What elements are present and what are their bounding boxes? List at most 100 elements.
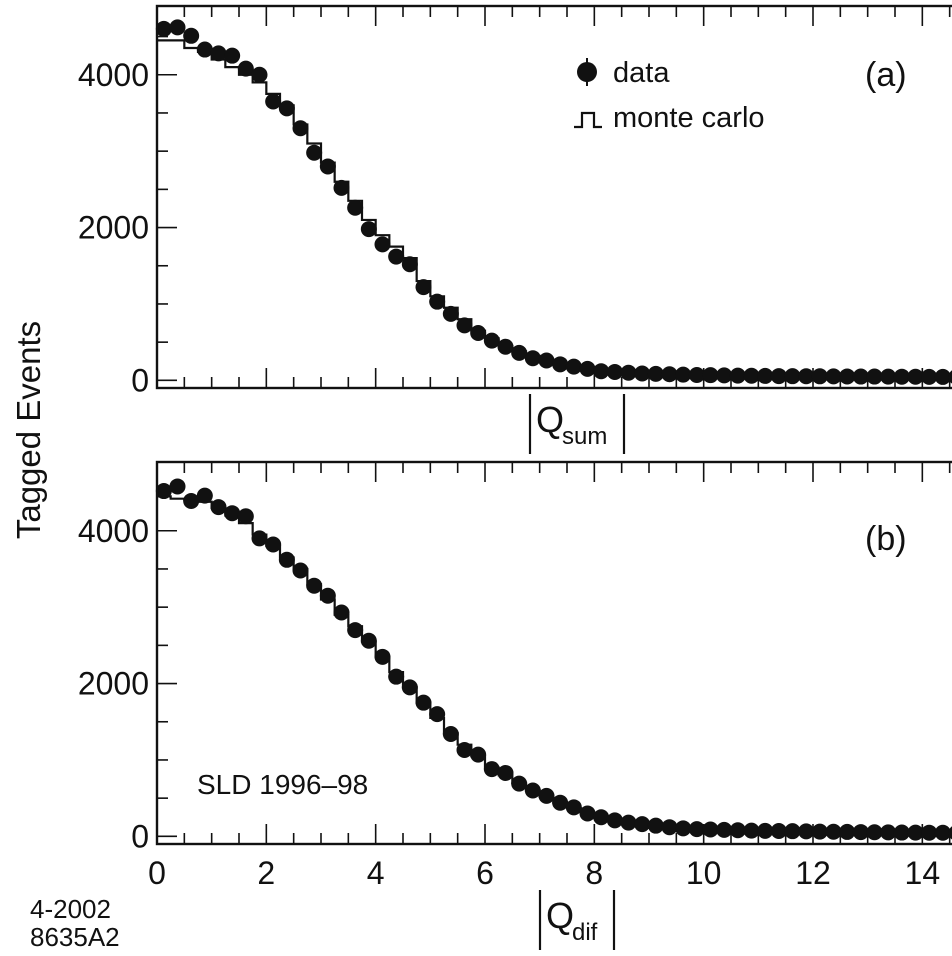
a-data-point (784, 368, 801, 385)
b-data-point (565, 799, 582, 816)
b-data-point (552, 794, 569, 811)
a-data-point (552, 356, 569, 373)
b-data-point (579, 805, 596, 822)
a-ytick-label: 4000 (78, 57, 149, 93)
panel-a-xlabel-sub: sum (562, 423, 607, 450)
b-data-point (716, 821, 733, 838)
b-data-point (360, 632, 377, 649)
b-data-point (702, 821, 719, 838)
b-data-point (729, 822, 746, 839)
b-data-point (934, 824, 951, 841)
panel-a-x-axis-title: Q sum (528, 394, 626, 454)
b-data-point (866, 824, 883, 841)
b-xtick-label: 2 (257, 855, 275, 891)
panel-b-x-axis-title: Q dif (538, 890, 616, 950)
b-data-point (306, 577, 323, 594)
y-axis-title: Tagged Events (10, 321, 47, 539)
panel-b-xlabel-main: Q (546, 895, 574, 936)
sld-annotation: SLD 1996–98 (197, 769, 368, 800)
a-data-point (688, 367, 705, 384)
a-data-point (811, 368, 828, 385)
legend: data monte carlo (574, 57, 765, 134)
b-data-point (456, 742, 473, 759)
panel-a-monte-carlo-histogram (157, 39, 952, 379)
a-data-point (934, 368, 951, 385)
b-data-point (497, 764, 514, 781)
b-data-point (634, 816, 651, 833)
b-data-point (388, 668, 405, 685)
a-data-point (907, 368, 924, 385)
a-data-point (770, 368, 787, 385)
a-data-point (675, 366, 692, 383)
a-data-point (511, 344, 528, 361)
a-data-point (565, 358, 582, 375)
panel-a: 0 2000 4000 (a) data monte carlo Q sum (78, 4, 952, 454)
a-data-point (442, 305, 459, 322)
b-data-point (798, 823, 815, 840)
figure-code-date: 4-2002 (30, 894, 111, 924)
b-data-point (237, 508, 254, 525)
a-data-point (333, 179, 350, 196)
a-data-point (593, 363, 610, 380)
b-data-point (675, 820, 692, 837)
a-data-point (825, 368, 842, 385)
b-data-point (880, 824, 897, 841)
a-data-point (579, 360, 596, 377)
a-data-point (456, 317, 473, 334)
a-data-point (155, 20, 172, 37)
b-data-point (538, 787, 555, 804)
a-data-point (265, 93, 282, 110)
b-data-point (155, 483, 172, 500)
b-xtick-label: 0 (148, 855, 166, 891)
panel-b-xlabel-sub: dif (572, 919, 598, 946)
panel-a-label: (a) (865, 56, 907, 94)
a-data-point (497, 338, 514, 355)
b-data-point (688, 821, 705, 838)
b-data-point (839, 823, 856, 840)
b-data-point (524, 782, 541, 799)
a-data-point (278, 100, 295, 117)
a-data-point (347, 199, 364, 216)
a-data-point (702, 367, 719, 384)
a-data-point (415, 279, 432, 296)
b-xtick-label: 12 (795, 855, 831, 891)
a-data-point (183, 27, 200, 44)
a-data-point (388, 248, 405, 265)
b-data-point (743, 822, 760, 839)
b-data-point (757, 822, 774, 839)
a-data-point (729, 367, 746, 384)
a-data-point (524, 350, 541, 367)
panel-a-ticks (156, 6, 951, 388)
b-data-point (169, 478, 186, 495)
a-data-point (893, 368, 910, 385)
legend-mc-label: monte carlo (613, 102, 765, 134)
b-xtick-label: 14 (905, 855, 941, 891)
b-data-point (319, 587, 336, 604)
a-data-point (798, 368, 815, 385)
a-data-point (292, 120, 309, 137)
b-data-point (347, 622, 364, 639)
b-data-point (511, 775, 528, 792)
a-data-point (948, 370, 952, 384)
a-data-point (606, 363, 623, 380)
panel-b-data-points (155, 478, 952, 841)
a-data-point (360, 221, 377, 238)
figure-code-id: 8635A2 (30, 922, 120, 952)
b-xtick-label: 8 (585, 855, 603, 891)
b-xtick-label: 6 (476, 855, 494, 891)
b-ytick-label: 0 (131, 818, 149, 854)
a-ytick-label: 0 (131, 362, 149, 398)
b-data-point (811, 823, 828, 840)
b-data-point (210, 499, 227, 516)
a-data-point (210, 45, 227, 62)
b-data-point (907, 824, 924, 841)
b-data-point (442, 725, 459, 742)
b-data-point (784, 823, 801, 840)
b-data-point (278, 551, 295, 568)
b-data-point (921, 824, 938, 841)
a-data-point (743, 367, 760, 384)
legend-mc-marker (574, 111, 602, 129)
b-data-point (183, 492, 200, 509)
b-data-point (483, 761, 500, 778)
b-ytick-label: 2000 (78, 666, 149, 702)
